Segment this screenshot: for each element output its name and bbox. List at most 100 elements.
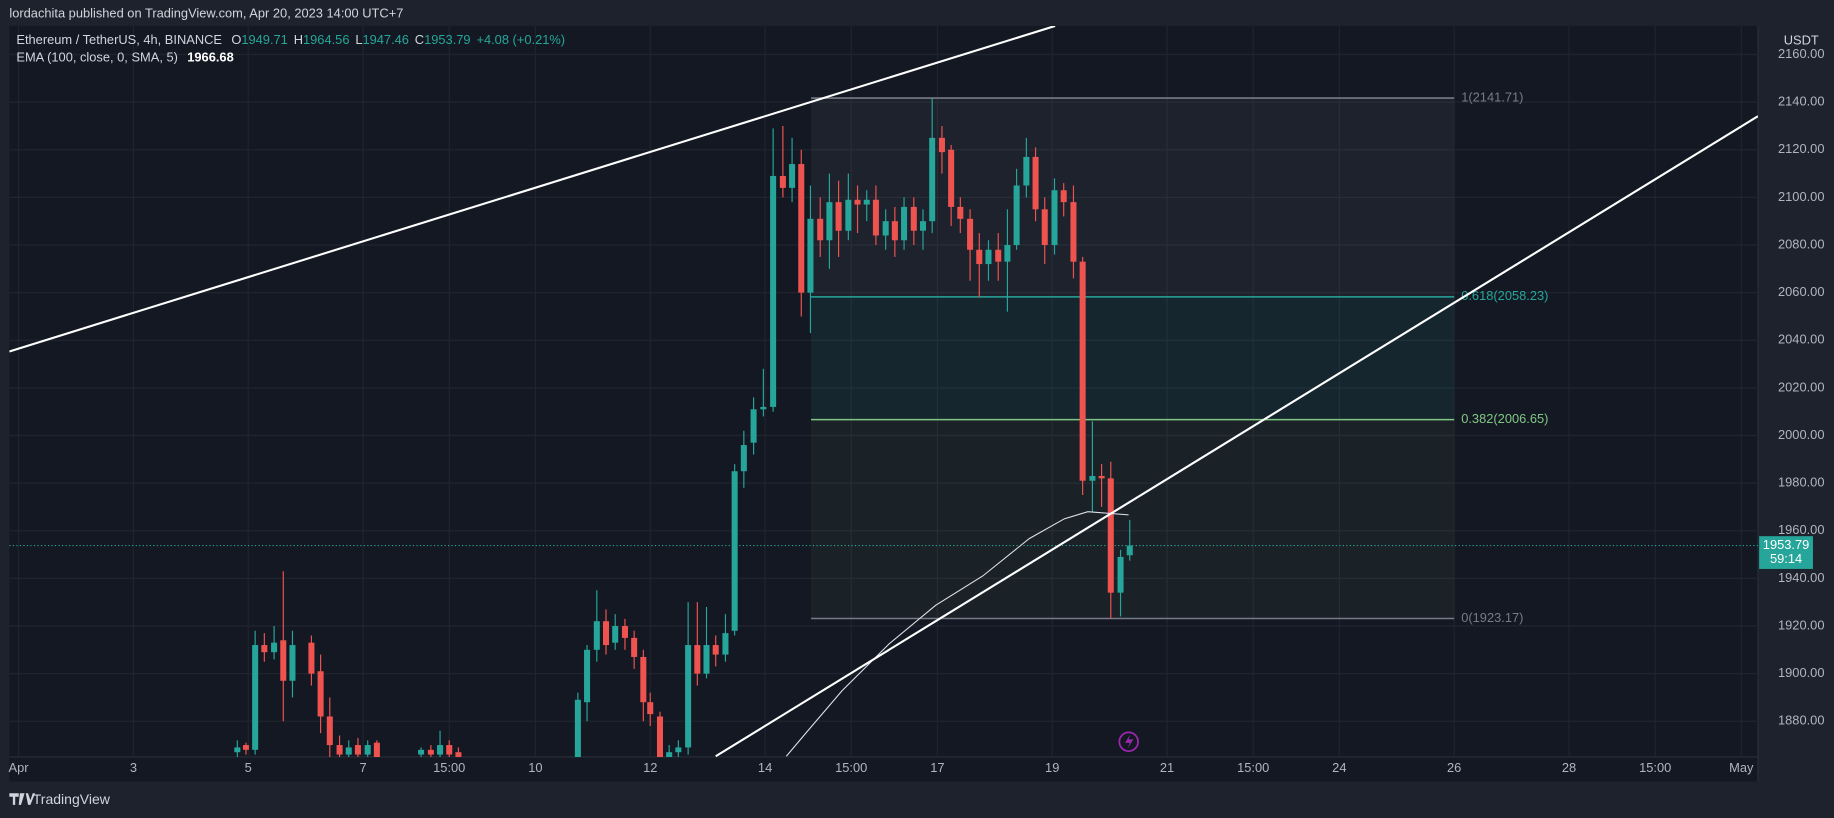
- candle-body: [1041, 209, 1048, 246]
- legend-item: Ethereum / TetherUS, 4h, BINANCE: [16, 33, 222, 48]
- candle-body: [835, 202, 842, 231]
- ema-line: [785, 511, 1129, 757]
- legend-line: EMA (100, close, 0, SMA, 5) 1966.68: [16, 50, 233, 65]
- candle-body: [373, 742, 380, 757]
- y-tick-label: 1920.00: [1778, 617, 1824, 632]
- fib-label: 1(2141.71): [1461, 89, 1523, 104]
- candle-body: [234, 747, 241, 753]
- y-tick-label: 2120.00: [1778, 141, 1824, 156]
- candle-body: [995, 249, 1002, 262]
- candle-body: [584, 649, 591, 703]
- x-tick-label: 10: [528, 760, 542, 775]
- x-tick-label: 21: [1160, 760, 1174, 775]
- candle-body: [1060, 190, 1067, 203]
- fib-label: 0(1923.17): [1461, 610, 1523, 625]
- plot-area: [9, 25, 1758, 782]
- candle-body: [703, 645, 710, 674]
- candle-body: [731, 471, 738, 631]
- y-tick-label: 2060.00: [1778, 284, 1824, 299]
- candle-body: [967, 218, 974, 250]
- candle-body: [574, 699, 581, 757]
- candle-body: [1098, 475, 1105, 479]
- candle-body: [957, 206, 964, 219]
- candle-body: [891, 221, 898, 241]
- candle-body: [280, 640, 287, 681]
- y-tick-label: 2040.00: [1778, 332, 1824, 347]
- candle-body: [1117, 556, 1124, 593]
- x-tick-label: 28: [1562, 760, 1576, 775]
- candle-body: [976, 249, 983, 265]
- candle-body: [985, 249, 992, 265]
- x-tick-label: 17: [930, 760, 944, 775]
- candle-body: [807, 218, 814, 293]
- candle-body: [656, 716, 664, 757]
- trend-line: [9, 25, 1056, 353]
- candle-body: [770, 175, 777, 407]
- legend-item: O: [231, 33, 241, 48]
- fib-zone: [811, 98, 1455, 297]
- fib-label: 0.382(2006.65): [1461, 411, 1548, 426]
- trend-line: [715, 115, 1758, 757]
- candle-body: [863, 199, 870, 205]
- candle-body: [817, 218, 824, 241]
- candle-body: [336, 745, 343, 755]
- y-tick-label: 2160.00: [1778, 46, 1824, 61]
- candle-body: [1107, 478, 1114, 593]
- candle-body: [1079, 261, 1086, 481]
- y-tick-label: 2080.00: [1778, 236, 1824, 251]
- candle-body: [1070, 202, 1077, 262]
- price-tag-value: 1953.79: [1763, 537, 1809, 552]
- x-tick-label: 19: [1045, 760, 1059, 775]
- legend-item: H: [294, 33, 303, 48]
- candle-body: [722, 633, 729, 655]
- candle-body: [882, 221, 889, 236]
- candle-body: [919, 221, 927, 231]
- price-tag-countdown: 59:14: [1770, 551, 1802, 566]
- candle-body: [694, 645, 701, 674]
- candle-body: [455, 752, 462, 757]
- y-tick-label: 2140.00: [1778, 94, 1824, 109]
- candle-body: [789, 164, 796, 188]
- candle-body: [345, 747, 352, 755]
- footer-brand: TradingView: [33, 791, 111, 807]
- x-tick-label: 7: [360, 760, 367, 775]
- y-tick-label: 2000.00: [1778, 427, 1824, 442]
- candle-body: [437, 745, 444, 755]
- candle-body: [1032, 156, 1039, 210]
- fib-zone: [811, 296, 1455, 420]
- axes: 1880.00 1900.00 1920.00 1940.00 1960.00 1980.…: [9, 46, 1825, 775]
- candle-body: [446, 745, 453, 755]
- x-tick-label: 3: [130, 760, 137, 775]
- drawings: [9, 25, 1758, 757]
- candle-body: [845, 199, 852, 231]
- candle-body: [252, 645, 259, 750]
- y-tick-label: 2020.00: [1778, 379, 1824, 394]
- x-tick-label: 5: [245, 760, 252, 775]
- y-tick-label: 2100.00: [1778, 189, 1824, 204]
- event-icon[interactable]: [1118, 731, 1139, 752]
- candle-body: [593, 621, 600, 650]
- price-tag: [1759, 536, 1813, 569]
- event-icon-bolt: [1125, 734, 1134, 749]
- candle-body: [640, 656, 647, 703]
- candle-body: [317, 671, 324, 717]
- legend-item: L: [355, 33, 362, 48]
- candle-body: [948, 149, 955, 207]
- candle-body: [1004, 245, 1011, 262]
- candles: [234, 98, 1133, 757]
- y-tick-label: 1940.00: [1778, 570, 1824, 585]
- legend-item: 1947.46: [362, 33, 408, 48]
- candle-body: [872, 199, 879, 236]
- y-tick-label: 1900.00: [1778, 665, 1824, 680]
- candle-body: [854, 199, 861, 205]
- x-tick-label: 14: [758, 760, 772, 775]
- candle-body: [364, 745, 371, 755]
- candle-body: [271, 642, 278, 653]
- x-tick-label: Apr: [9, 760, 30, 775]
- candle-body: [242, 745, 249, 750]
- candle-body: [261, 645, 268, 653]
- candle-body: [326, 716, 333, 746]
- legend-item: 1949.71: [241, 33, 287, 48]
- x-tick-label: 15:00: [1237, 760, 1269, 775]
